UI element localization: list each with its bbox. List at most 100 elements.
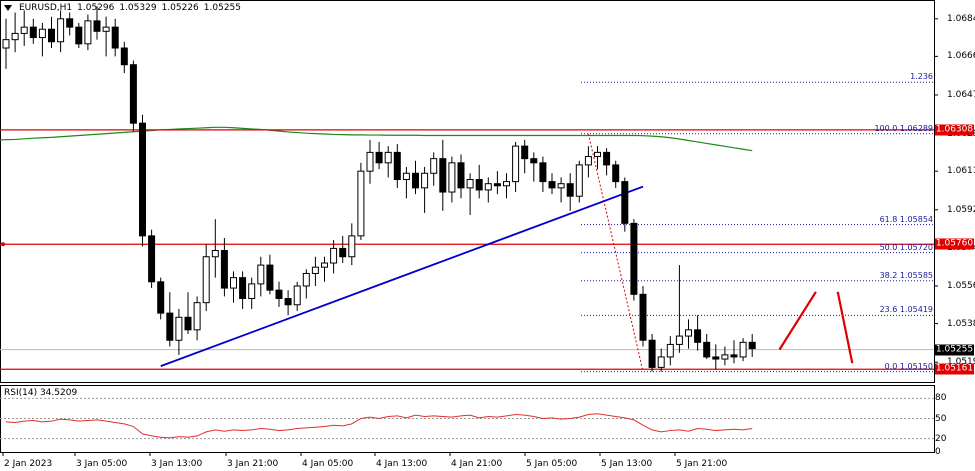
support-trendline[interactable] [160,185,644,367]
ohlc-close: 1.05255 [203,3,241,13]
price-axis-label: 1.06660 [947,51,975,62]
candle-body [739,341,747,358]
fib-level-label: 38.2 1.05585 [879,270,933,280]
fib-anchor-line [587,133,644,372]
candle-body [657,356,665,368]
candle-body [503,181,510,187]
candle-body [721,354,729,360]
candle-body [48,28,55,43]
projection-down-arrow [836,291,854,364]
candle-body [2,39,10,49]
candle-body [530,158,538,164]
candle-body [512,145,520,183]
price-axis-label: 1.05560 [947,280,975,291]
candle-body [330,247,338,264]
fib-level-label: 0.0 1.05150 [884,361,933,371]
candle-body [457,162,465,189]
candle-body [575,164,583,197]
price-pane-frame [0,0,935,383]
candle-body [475,179,483,191]
time-axis-label: 3 Jan 05:00 [76,459,128,469]
price-axis-label: 1.05380 [947,318,975,329]
candle-body [621,181,629,224]
moving-average-line [0,126,753,152]
candle-body [220,249,228,289]
ohlc-high: 1.05329 [119,3,157,13]
candle-body [257,264,265,285]
time-axis-label: 3 Jan 13:00 [151,459,203,469]
ohlc-open: 1.05296 [77,3,115,13]
candle-body [84,20,92,45]
price-axis-label: 1.05925 [947,204,975,215]
candle-body [493,183,501,187]
dropdown-triangle-icon[interactable] [4,5,12,11]
candle-body [439,158,447,193]
candle-body [321,262,328,268]
candle-body [448,162,456,193]
candle-body [93,20,101,32]
candle-body [230,277,237,289]
time-axis-label: 5 Jan 13:00 [601,459,653,469]
candle-body [393,151,401,181]
candle-body [120,47,128,66]
candle-body [712,356,720,360]
rsi-axis-label: 50 [935,413,947,424]
candle-body [166,312,174,341]
candle-body [421,172,429,189]
candle-body [630,222,638,295]
candle-body [75,26,83,45]
candle-body [157,281,165,314]
candle-body [111,26,119,49]
candle-body [430,158,438,174]
rsi-axis-label: 0 [935,447,941,457]
candle-body [384,151,392,164]
current-price-tag: 1.05255 [935,344,974,356]
candle-body [193,302,201,331]
candle-body [29,26,37,39]
candle-body [202,256,210,304]
rsi-axis-label: 80 [935,393,947,404]
candle-body [139,122,146,237]
projection-up-arrow [778,291,817,351]
level-anchor-dot [1,242,5,247]
candle-body [375,151,383,164]
time-axis-label: 5 Jan 05:00 [526,459,578,469]
candle-body [584,156,592,166]
price-axis-label: 1.06840 [947,13,975,24]
price-axis-label: 1.06475 [947,89,975,100]
candle-body [311,266,319,274]
candle-body [175,316,183,341]
candle-body [603,151,611,166]
candle-body [357,170,365,237]
candle-body [284,298,292,306]
candle-body [748,341,756,350]
candle-body [557,183,565,189]
rsi-label: RSI(14) 34.5209 [4,388,78,398]
candle-body [402,172,410,181]
price-axis-label: 1.05195 [947,357,975,368]
candles [2,6,756,372]
time-axis-label: 4 Jan 05:00 [302,459,354,469]
time-axis-label: 4 Jan 21:00 [451,459,503,469]
candle-body [102,26,110,32]
candle-body [248,283,256,300]
candle-body [594,151,601,158]
fib-level-label: 23.6 1.05419 [879,305,933,315]
candle-body [57,18,65,43]
candle-body [648,339,656,368]
level-price-tag: 1.05161 [935,363,974,375]
candle-body [339,247,347,258]
time-axis-label: 2 Jan 2023 [4,459,53,469]
candle-body [730,354,738,358]
level-price-tag: 1.06308 [935,124,974,136]
candle-body [412,172,419,189]
candle-body [548,181,556,189]
candle-body [675,335,683,345]
fib-level-label: 1.236 [910,72,933,82]
candle-body [612,164,620,183]
candle-body [348,235,356,258]
candle-body [66,18,74,28]
symbol-name: EURUSD,H1 [19,3,73,13]
price-axis-label: 1.06110 [947,166,975,177]
candle-body [302,272,310,287]
